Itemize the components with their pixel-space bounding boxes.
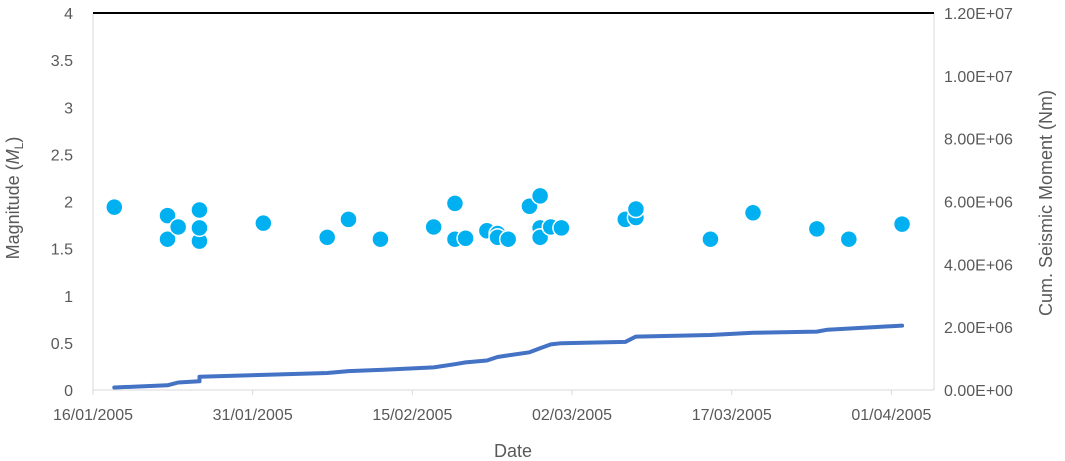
x-tick-label: 31/01/2005 (213, 407, 293, 424)
magnitude-point (743, 203, 763, 223)
y-left-tick-label: 1.5 (51, 242, 73, 259)
magnitude-point (456, 229, 475, 248)
tick-labels: 0 0.5 1 1.5 2 2.5 3 3.5 4 0.00E+00 2.00E+06 4.00E+0… (51, 6, 1013, 424)
magnitude-point (158, 206, 177, 225)
y-left-tick-label: 3 (64, 100, 73, 117)
magnitude-series (105, 186, 912, 251)
y-right-tick-label: 8.00E+06 (944, 132, 1013, 149)
x-tick-label: 15/02/2005 (372, 407, 452, 424)
moment-line (112, 323, 905, 390)
magnitude-point (498, 229, 518, 249)
x-tick-label: 16/01/2005 (53, 407, 133, 424)
y-right-tick-label: 2.00E+06 (944, 320, 1013, 337)
magnitude-point (254, 213, 273, 233)
y-axis-title-left: Magnitude (ML) (3, 137, 26, 260)
magnitude-point (892, 214, 912, 234)
x-axis-title: Date (494, 441, 532, 461)
y-right-tick-label: 1.00E+07 (944, 69, 1013, 86)
y-left-tick-label: 3.5 (51, 53, 73, 70)
y-left-tick-label: 2 (64, 195, 73, 212)
y-right-tick-label: 4.00E+06 (944, 257, 1013, 274)
moment-series (112, 323, 905, 390)
y-left-tick-label: 0 (64, 383, 73, 400)
x-tick-label: 17/03/2005 (692, 407, 772, 424)
magnitude-point (158, 229, 177, 249)
y-right-tick-label: 1.20E+07 (944, 6, 1013, 23)
magnitude-point (424, 217, 443, 237)
y-left-tick-label: 1 (64, 289, 73, 306)
magnitude-point (168, 217, 188, 237)
magnitude-point (839, 229, 859, 249)
magnitude-point (105, 197, 124, 217)
magnitude-point (807, 219, 827, 239)
magnitude-point (317, 228, 337, 247)
magnitude-point (371, 229, 390, 249)
magnitude-point (626, 199, 646, 219)
magnitude-point (530, 186, 550, 206)
y-axis-title-left-subscript: L (12, 142, 26, 149)
magnitude-point (445, 194, 465, 213)
y-axis-title-right: Cum. Seismic Moment (Nm) (1036, 90, 1056, 316)
x-tick-label: 02/03/2005 (532, 407, 612, 424)
magnitude-point (190, 200, 209, 220)
y-left-tick-label: 2.5 (51, 147, 73, 164)
y-axis-title-left-text: Magnitude ( (3, 164, 23, 259)
y-right-tick-label: 0.00E+00 (944, 383, 1013, 400)
magnitude-point (552, 218, 571, 238)
magnitude-point (339, 210, 358, 229)
axis-titles: Date Magnitude (ML) Cum. Seismic Moment … (3, 90, 1056, 461)
axes (92, 12, 935, 395)
magnitude-point (701, 229, 720, 249)
y-right-tick-label: 6.00E+06 (944, 195, 1013, 212)
x-tick-label: 01/04/2005 (851, 407, 931, 424)
y-left-tick-label: 4 (64, 6, 73, 23)
y-left-tick-label: 0.5 (51, 336, 73, 353)
magnitude-point (190, 218, 209, 238)
y-axis-title-left-italic: M (3, 149, 23, 164)
y-axis-title-left-close: ) (3, 137, 23, 143)
